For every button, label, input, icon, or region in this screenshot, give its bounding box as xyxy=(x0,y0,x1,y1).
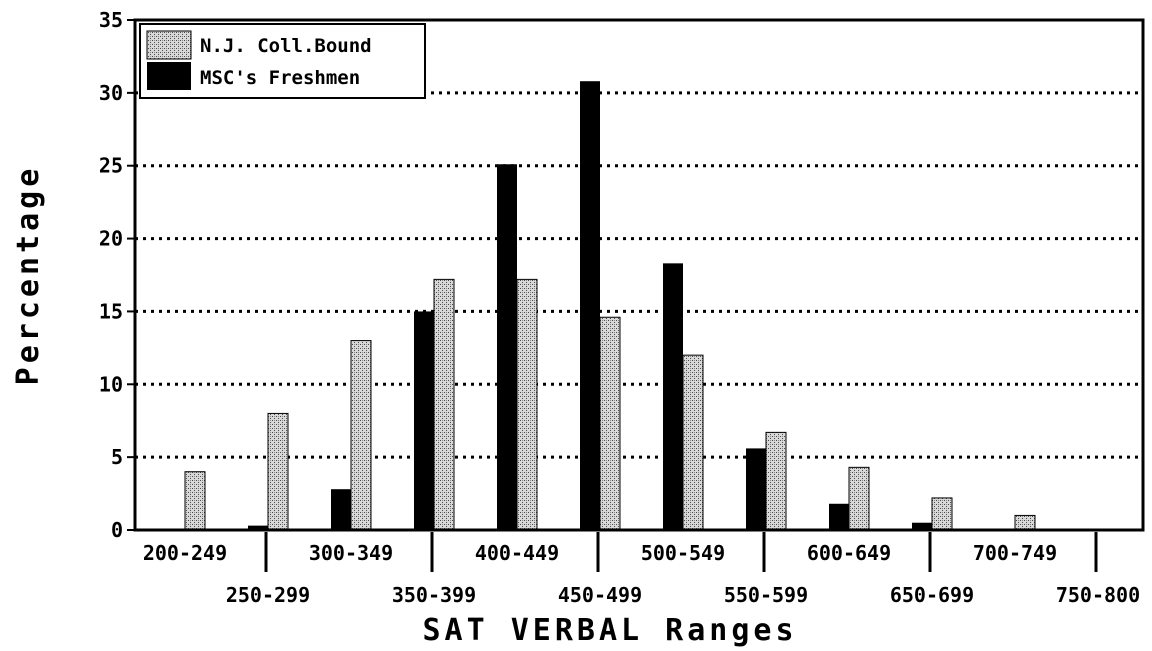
x-tick-label-700-749: 700-749 xyxy=(973,541,1057,565)
x-tick-label-500-549: 500-549 xyxy=(641,541,725,565)
bar-nj-coll-bound-400-449 xyxy=(516,278,538,531)
bar-msc-freshmen-300-349 xyxy=(331,489,351,530)
legend-swatch-nj-coll-bound xyxy=(146,30,192,60)
x-tick-label-450-499: 450-499 xyxy=(558,583,642,607)
bar-msc-freshmen-450-499 xyxy=(580,81,600,530)
bar-nj-coll-bound-300-349 xyxy=(350,340,372,531)
y-tick-label-10: 10 xyxy=(99,372,123,396)
bar-nj-coll-bound-550-599 xyxy=(765,431,787,531)
bar-msc-freshmen-500-549 xyxy=(663,263,683,530)
y-axis-title: Percentage xyxy=(11,165,46,386)
bar-nj-coll-bound-600-649 xyxy=(848,466,870,531)
y-tick-label-35: 35 xyxy=(99,8,123,32)
x-axis-ticks: 200-249 250-299 300-349 350-399 400-449 450-4… xyxy=(143,532,1140,607)
y-tick-label-25: 25 xyxy=(99,154,123,178)
bar-nj-coll-bound-350-399 xyxy=(433,278,455,531)
x-tick-label-600-649: 600-649 xyxy=(807,541,891,565)
y-tick-label-20: 20 xyxy=(99,227,123,251)
gridlines xyxy=(135,91,1143,459)
bar-msc-freshmen-250-299 xyxy=(248,525,268,530)
bar-msc-freshmen-600-649 xyxy=(829,503,849,530)
plot-frame xyxy=(133,18,1145,532)
bar-nj-coll-bound-250-299 xyxy=(267,412,289,531)
x-tick-label-650-699: 650-699 xyxy=(890,583,974,607)
y-tick-label-15: 15 xyxy=(99,299,123,323)
legend-label-nj-coll-bound: N.J. Coll.Bound xyxy=(200,35,372,57)
bar-nj-coll-bound-650-699 xyxy=(931,497,953,531)
bar-nj-coll-bound-700-749 xyxy=(1014,514,1036,531)
bar-msc-freshmen-350-399 xyxy=(414,311,434,530)
x-tick-label-550-599: 550-599 xyxy=(724,583,808,607)
x-tick-label-750-800: 750-800 xyxy=(1056,583,1140,607)
bar-nj-coll-bound-450-499 xyxy=(599,316,621,531)
bars xyxy=(184,81,1036,531)
bar-msc-freshmen-400-449 xyxy=(497,164,517,530)
legend: N.J. Coll.Bound MSC's Freshmen xyxy=(139,23,426,99)
bar-nj-coll-bound-200-249 xyxy=(184,471,206,531)
x-tick-label-300-349: 300-349 xyxy=(309,541,393,565)
bar-msc-freshmen-650-699 xyxy=(912,522,932,530)
legend-label-msc-freshmen: MSC's Freshmen xyxy=(200,67,360,89)
x-tick-label-350-399: 350-399 xyxy=(392,583,476,607)
x-tick-label-200-249: 200-249 xyxy=(143,541,227,565)
y-tick-label-0: 0 xyxy=(111,518,123,542)
x-tick-label-400-449: 400-449 xyxy=(475,541,559,565)
bar-nj-coll-bound-500-549 xyxy=(682,354,704,531)
x-tick-label-250-299: 250-299 xyxy=(226,583,310,607)
bar-msc-freshmen-550-599 xyxy=(746,448,766,530)
legend-swatch-msc-freshmen xyxy=(147,62,191,90)
y-tick-label-30: 30 xyxy=(99,81,123,105)
y-axis-ticks: 0 5 10 15 20 25 30 35 xyxy=(99,8,135,542)
y-tick-label-5: 5 xyxy=(111,445,123,469)
x-axis-title: SAT VERBAL Ranges xyxy=(422,613,797,647)
